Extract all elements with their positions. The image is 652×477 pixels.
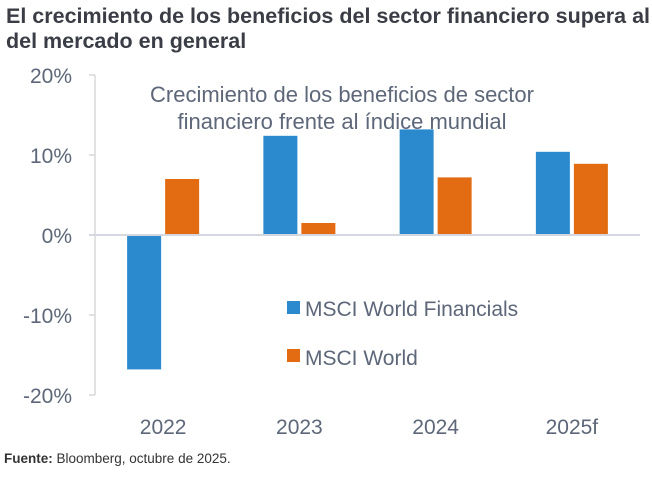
legend-label-financials: MSCI World Financials	[305, 298, 518, 321]
legend-swatch-world	[287, 349, 300, 362]
chart-subtitle-line-1: Crecimiento de los beneficios de sector	[150, 82, 534, 107]
bar-msci-world-2024	[437, 177, 472, 235]
bar-msci-world-financials-2025f	[535, 151, 570, 235]
x-tick-label: 2025f	[546, 416, 599, 439]
bar-msci-world-financials-2023	[263, 135, 298, 235]
bar-msci-world-2023	[301, 223, 336, 235]
y-tick-label: -20%	[23, 385, 72, 408]
y-tick-label: 20%	[30, 65, 72, 88]
legend-label-world: MSCI World	[305, 347, 418, 370]
chart-title: El crecimiento de los beneficios del sec…	[6, 4, 651, 53]
x-tick-label: 2024	[412, 416, 459, 439]
legend-swatch-financials	[287, 301, 300, 314]
legend: MSCI World Financials MSCI World	[287, 298, 518, 370]
chart-subtitle-line-2: financiero frente al índice mundial	[178, 109, 507, 134]
bars	[89, 129, 640, 370]
y-tick-label: -10%	[23, 305, 72, 328]
x-tick-label: 2022	[140, 416, 187, 439]
y-tick-label: 10%	[30, 145, 72, 168]
x-tick-label: 2023	[276, 416, 323, 439]
x-axis-labels: 2022 2023 2024 2025f	[140, 416, 599, 439]
bar-msci-world-financials-2022	[127, 235, 162, 370]
bar-chart: 20% 10% 0% -10% -20% Crecimiento de los bene…	[23, 65, 640, 439]
source-note: Fuente: Bloomberg, octubre de 2025.	[4, 451, 231, 466]
source-text: Bloomberg, octubre de 2025.	[52, 451, 231, 466]
y-tick-label: 0%	[42, 225, 72, 248]
bar-msci-world-2022	[165, 179, 200, 235]
bar-msci-world-financials-2024	[399, 129, 434, 235]
y-axis-ticks: 20% 10% 0% -10% -20%	[23, 65, 96, 408]
bar-msci-world-2025f	[573, 163, 608, 235]
source-label: Fuente:	[4, 451, 53, 466]
